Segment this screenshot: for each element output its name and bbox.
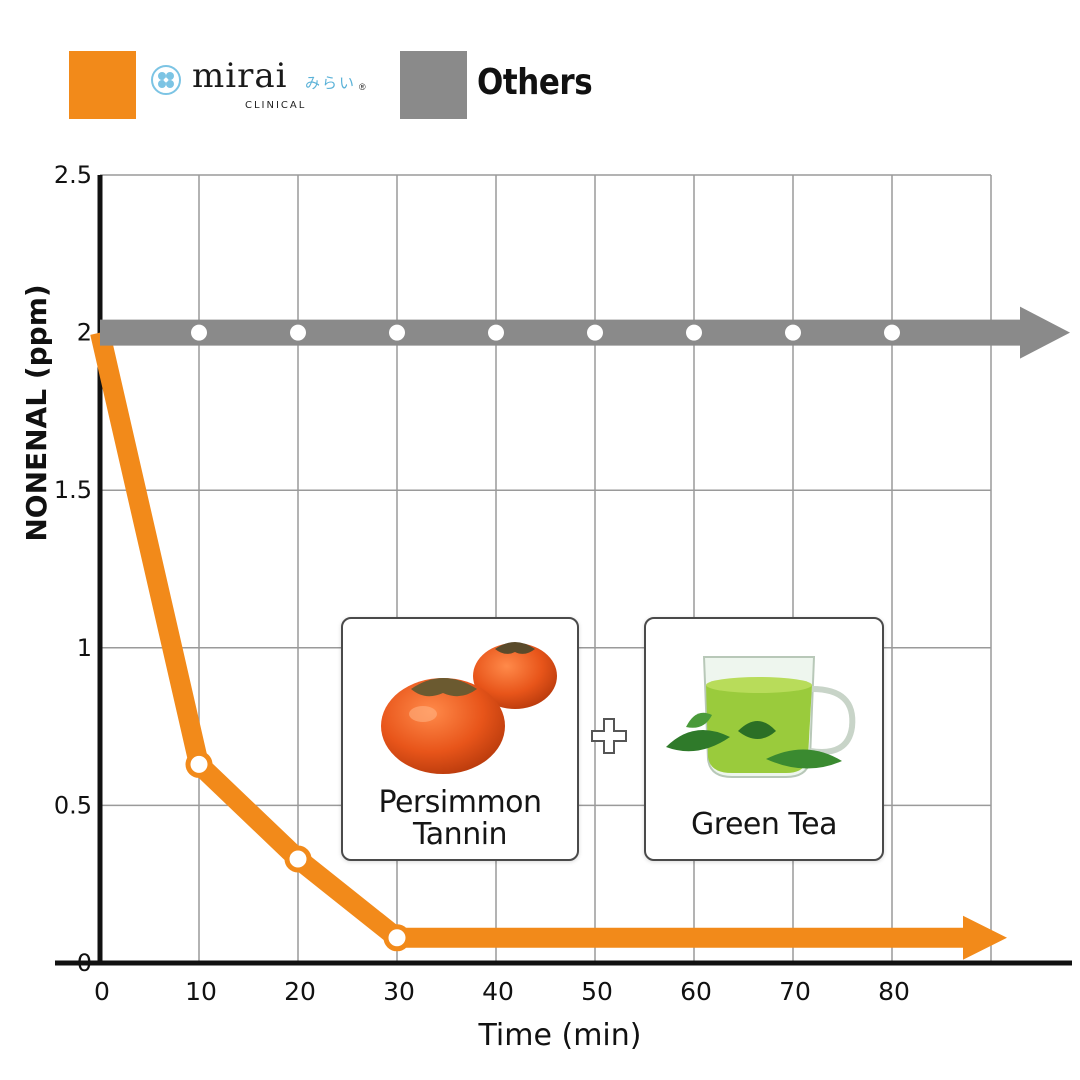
tick-labels: 0 0.5 1 1.5 2 2.5 0 10 20 30 40 50 60 70 80 (54, 161, 910, 1006)
persimmon-icon (381, 642, 557, 774)
x-tick-label: 70 (779, 977, 811, 1006)
chart-legend: mirai みらい ® CLINICAL Others (0, 0, 1080, 140)
y-tick-label: 2.5 (54, 161, 92, 189)
legend-swatch-others (400, 51, 467, 119)
brand-registered-mark: ® (359, 82, 366, 92)
others-data-point (286, 320, 310, 345)
green-tea-label: Green Tea (691, 807, 837, 842)
green-tea-cup-icon (666, 656, 856, 778)
brand-name: mirai (192, 56, 288, 96)
x-axis-label: Time (min) (478, 1018, 642, 1053)
data-series (90, 306, 1070, 960)
y-tick-label: 0 (77, 949, 92, 977)
x-tick-label: 10 (185, 977, 217, 1006)
brand-japanese: みらい (305, 74, 357, 92)
y-tick-label: 1 (77, 634, 92, 662)
mirai-data-point (383, 924, 411, 952)
axis-labels: Time (min) NONENAL (ppm) (20, 284, 641, 1053)
axes (55, 175, 1072, 966)
others-data-point (385, 320, 409, 345)
x-tick-label: 30 (383, 977, 415, 1006)
y-tick-label: 1.5 (54, 476, 92, 504)
plus-icon (591, 718, 627, 754)
legend-swatch-mirai (69, 51, 136, 119)
others-data-point (880, 320, 904, 345)
persimmon-label: Persimmon Tannin (343, 787, 577, 851)
others-data-point (781, 320, 805, 345)
others-data-point (583, 320, 607, 345)
x-tick-label: 60 (680, 977, 712, 1006)
persimmon-tannin-card: Persimmon Tannin (341, 617, 579, 861)
others-data-point (484, 320, 508, 345)
x-tick-label: 80 (878, 977, 910, 1006)
green-tea-card: Green Tea (644, 617, 884, 861)
others-data-point (682, 320, 706, 345)
mirai-series-arrowhead (963, 915, 1007, 960)
mirai-data-point (284, 845, 312, 873)
legend-label-others: Others (477, 62, 593, 103)
brand-logo: mirai みらい ® CLINICAL (150, 56, 380, 116)
others-series-arrowhead (1020, 306, 1070, 359)
x-tick-label: 20 (284, 977, 316, 1006)
persimmon-label-line2: Tannin (412, 817, 508, 852)
y-axis-label: NONENAL (ppm) (20, 284, 53, 541)
x-tick-label: 0 (94, 977, 110, 1006)
mirai-data-point (185, 750, 213, 778)
y-tick-label: 2 (77, 319, 92, 347)
x-tick-label: 40 (482, 977, 514, 1006)
flower-logo-icon (151, 65, 181, 95)
persimmon-label-line1: Persimmon (378, 785, 542, 820)
brand-subtitle: CLINICAL (245, 100, 307, 111)
y-tick-label: 0.5 (54, 791, 92, 819)
x-tick-label: 50 (581, 977, 613, 1006)
others-data-point (187, 320, 211, 345)
